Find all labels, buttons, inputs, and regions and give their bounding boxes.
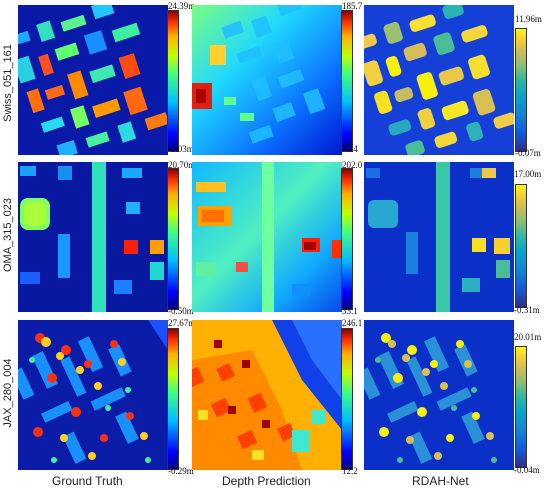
colorbar-min-label: -0.04m: [514, 465, 540, 475]
row-label-2: OMA_315_023: [0, 160, 16, 310]
colorbar-max-label: 20.01m: [514, 332, 542, 342]
colorbar-rd-1: [515, 28, 527, 152]
colorbar-min-label: -1.03m: [168, 144, 194, 154]
row-label-text: OMA_315_023: [2, 198, 14, 272]
column-label-rdah-net: RDAH-Net: [412, 474, 469, 488]
row-label-1: Swiss_051_161: [0, 8, 16, 158]
colorbar-gt-3: [167, 328, 179, 470]
depth-prediction-image-3: [192, 320, 342, 470]
colorbar-min-label: 12.2: [342, 466, 358, 476]
row-label-text: JAX_280_004: [2, 358, 14, 428]
colorbar-min-label: 76.4: [342, 144, 358, 154]
colorbar-min-label: 33.1: [342, 306, 358, 316]
colorbar-max-label: 27.67m: [168, 318, 196, 328]
rdah-net-image-2: [364, 162, 514, 312]
colorbar-min-label: -0.31m: [514, 305, 540, 315]
row-label-3: JAX_280_004: [0, 318, 16, 468]
row-label-text: Swiss_051_161: [2, 44, 14, 122]
colorbar-min-label: -0.07m: [515, 148, 541, 158]
colorbar-max-label: 246.1: [342, 318, 363, 328]
colorbar-dp-3: [341, 328, 353, 470]
colorbar-min-label: -0.50m: [168, 306, 194, 316]
colorbar-dp-1: [341, 10, 353, 152]
colorbar-max-label: 202.0: [342, 160, 363, 170]
colorbar-rd-2: [515, 184, 527, 308]
colorbar-max-label: 185.7: [342, 1, 363, 11]
rdah-net-image-1: [364, 5, 514, 155]
ground-truth-image-1: [18, 5, 168, 155]
rdah-net-image-3: [364, 320, 514, 470]
column-label-depth-prediction: Depth Prediction: [222, 474, 311, 488]
ground-truth-image-3: [18, 320, 168, 470]
colorbar-max-label: 17.00m: [514, 169, 542, 179]
colorbar-min-label: -0.29m: [168, 466, 194, 476]
column-label-ground-truth: Ground Truth: [52, 474, 123, 488]
colorbar-max-label: 11.96m: [515, 14, 542, 24]
colorbar-max-label: 24.39m: [168, 1, 196, 11]
colorbar-gt-2: [167, 168, 179, 310]
colorbar-dp-2: [341, 168, 353, 310]
ground-truth-image-2: [18, 162, 168, 312]
colorbar-max-label: 20.70m: [168, 160, 196, 170]
colorbar-rd-3: [515, 346, 527, 468]
depth-prediction-image-2: [192, 162, 342, 312]
depth-prediction-image-1: [192, 5, 342, 155]
colorbar-gt-1: [167, 10, 179, 152]
